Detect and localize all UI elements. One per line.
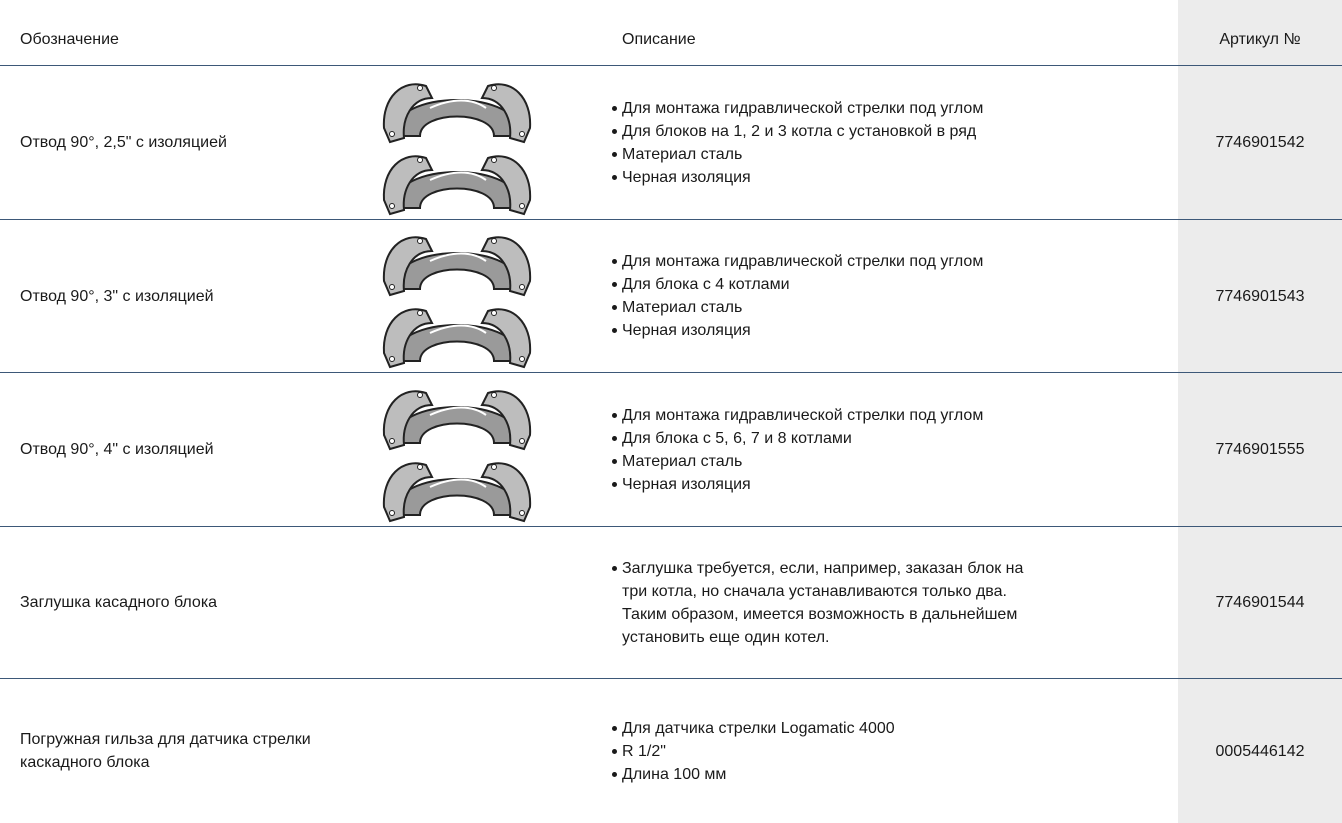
bullet	[612, 565, 617, 571]
table-row: Отвод 90°, 3" с изоляцией Для монтажа гид…	[0, 220, 1342, 373]
bullet	[612, 328, 617, 333]
bullet-text: Материал сталь	[622, 452, 743, 470]
item-image	[378, 66, 538, 219]
bullet	[612, 282, 617, 287]
bullet-item: Материал сталь	[612, 296, 983, 319]
header-article: Артикул №	[1219, 31, 1301, 48]
bullet	[612, 105, 617, 111]
bullet	[612, 151, 617, 157]
bullet-item: Для монтажа гидравлической стрелки под у…	[612, 250, 983, 273]
bullet-item: Для монтажа гидравлической стрелки под у…	[612, 404, 983, 427]
item-name: Отвод 90°, 4" с изоляцией	[20, 441, 214, 458]
bullet	[612, 305, 617, 310]
bullet	[612, 771, 617, 777]
bullet-text: Заглушка требуется, если, например, зака…	[622, 559, 1024, 646]
header-description: Описание	[622, 31, 696, 48]
bullet-text: Черная изоляция	[622, 168, 751, 186]
item-description: Заглушка требуется, если, например, зака…	[612, 527, 1052, 678]
bullet-item: Для блоков на 1, 2 и 3 котла с установко…	[612, 120, 983, 143]
header-name: Обозначение	[20, 31, 119, 48]
item-name: Отвод 90°, 2,5" с изоляцией	[20, 134, 227, 151]
bullet-text: Для монтажа гидравлической стрелки под у…	[622, 406, 984, 424]
bullet-text: Черная изоляция	[622, 475, 751, 493]
bullet	[612, 435, 617, 441]
item-description: Для монтажа гидравлической стрелки под у…	[612, 373, 1052, 526]
bullet-text: Для блока с 5, 6, 7 и 8 котлами	[622, 429, 852, 447]
item-name: Заглушка касадного блока	[20, 594, 218, 611]
table-row: Погружная гильза для датчика стрелки кас…	[0, 679, 1342, 823]
article-column-bg	[1178, 0, 1342, 823]
item-article: 7746901555	[1215, 441, 1305, 458]
bullet-text: R 1/2"	[622, 742, 666, 760]
bullet-text: Длина 100 мм	[622, 765, 727, 783]
item-article: 7746901544	[1215, 594, 1305, 611]
item-description: Для датчика стрелки Logamatic 4000 R 1/2"…	[612, 679, 1052, 823]
bullet-item: Материал сталь	[612, 143, 983, 166]
bullet	[612, 725, 617, 731]
bullet-item: Для блока с 4 котлами	[612, 273, 983, 296]
item-image	[378, 220, 538, 372]
bullet-item: Материал сталь	[612, 450, 983, 473]
item-article: 0005446142	[1215, 742, 1305, 760]
item-description: Для монтажа гидравлической стрелки под у…	[612, 220, 1052, 372]
bullet-item: Заглушка требуется, если, например, зака…	[612, 557, 1052, 649]
bullet-item: Черная изоляция	[612, 473, 983, 496]
bullet-text: Материал сталь	[622, 145, 743, 163]
item-description: Для монтажа гидравлической стрелки под у…	[612, 66, 1052, 219]
bullet	[612, 748, 617, 754]
elbow-icon	[382, 82, 532, 215]
bullet-text: Для блока с 4 котлами	[622, 276, 790, 293]
item-article: 7746901542	[1215, 134, 1305, 151]
bullet-list: Для датчика стрелки Logamatic 4000 R 1/2"…	[612, 717, 895, 786]
bullet-item: Для блока с 5, 6, 7 и 8 котлами	[612, 427, 983, 450]
elbow-icon	[382, 236, 532, 368]
bullet	[612, 128, 617, 134]
bullet-item: Для датчика стрелки Logamatic 4000	[612, 717, 895, 740]
bullet-item: Длина 100 мм	[612, 763, 895, 786]
table-row: Заглушка касадного блока Заглушка требует…	[0, 527, 1342, 679]
bullet-text: Для монтажа гидравлической стрелки под у…	[622, 253, 984, 270]
item-image	[378, 373, 538, 526]
elbow-icon	[382, 389, 532, 522]
bullet-item: Для монтажа гидравлической стрелки под у…	[612, 97, 983, 120]
bullet-list: Для монтажа гидравлической стрелки под у…	[612, 250, 983, 342]
item-article: 7746901543	[1215, 287, 1305, 305]
bullet	[612, 174, 617, 180]
bullet-item: Черная изоляция	[612, 166, 983, 189]
bullet-text: Для монтажа гидравлической стрелки под у…	[622, 99, 984, 117]
table-row: Отвод 90°, 4" с изоляцией Для монтажа гид…	[0, 373, 1342, 527]
bullet-item: Черная изоляция	[612, 319, 983, 342]
item-name: Погружная гильза для датчика стрелки кас…	[20, 731, 311, 771]
bullet-text: Материал сталь	[622, 299, 743, 316]
bullet	[612, 412, 617, 418]
item-name: Отвод 90°, 3" с изоляцией	[20, 287, 214, 305]
bullet	[612, 481, 617, 487]
bullet-text: Для датчика стрелки Logamatic 4000	[622, 719, 895, 737]
bullet-list: Для монтажа гидравлической стрелки под у…	[612, 97, 983, 189]
bullet	[612, 259, 617, 264]
table-row: Отвод 90°, 2,5" с изоляцией Для монтажа г…	[0, 66, 1342, 220]
header-row: Обозначение Описание Артикул №	[0, 0, 1342, 66]
bullet-item: R 1/2"	[612, 740, 895, 763]
bullet-list: Заглушка требуется, если, например, зака…	[612, 557, 1052, 649]
bullet	[612, 458, 617, 464]
bullet-list: Для монтажа гидравлической стрелки под у…	[612, 404, 983, 496]
bullet-text: Для блоков на 1, 2 и 3 котла с установко…	[622, 122, 977, 140]
bullet-text: Черная изоляция	[622, 322, 751, 339]
